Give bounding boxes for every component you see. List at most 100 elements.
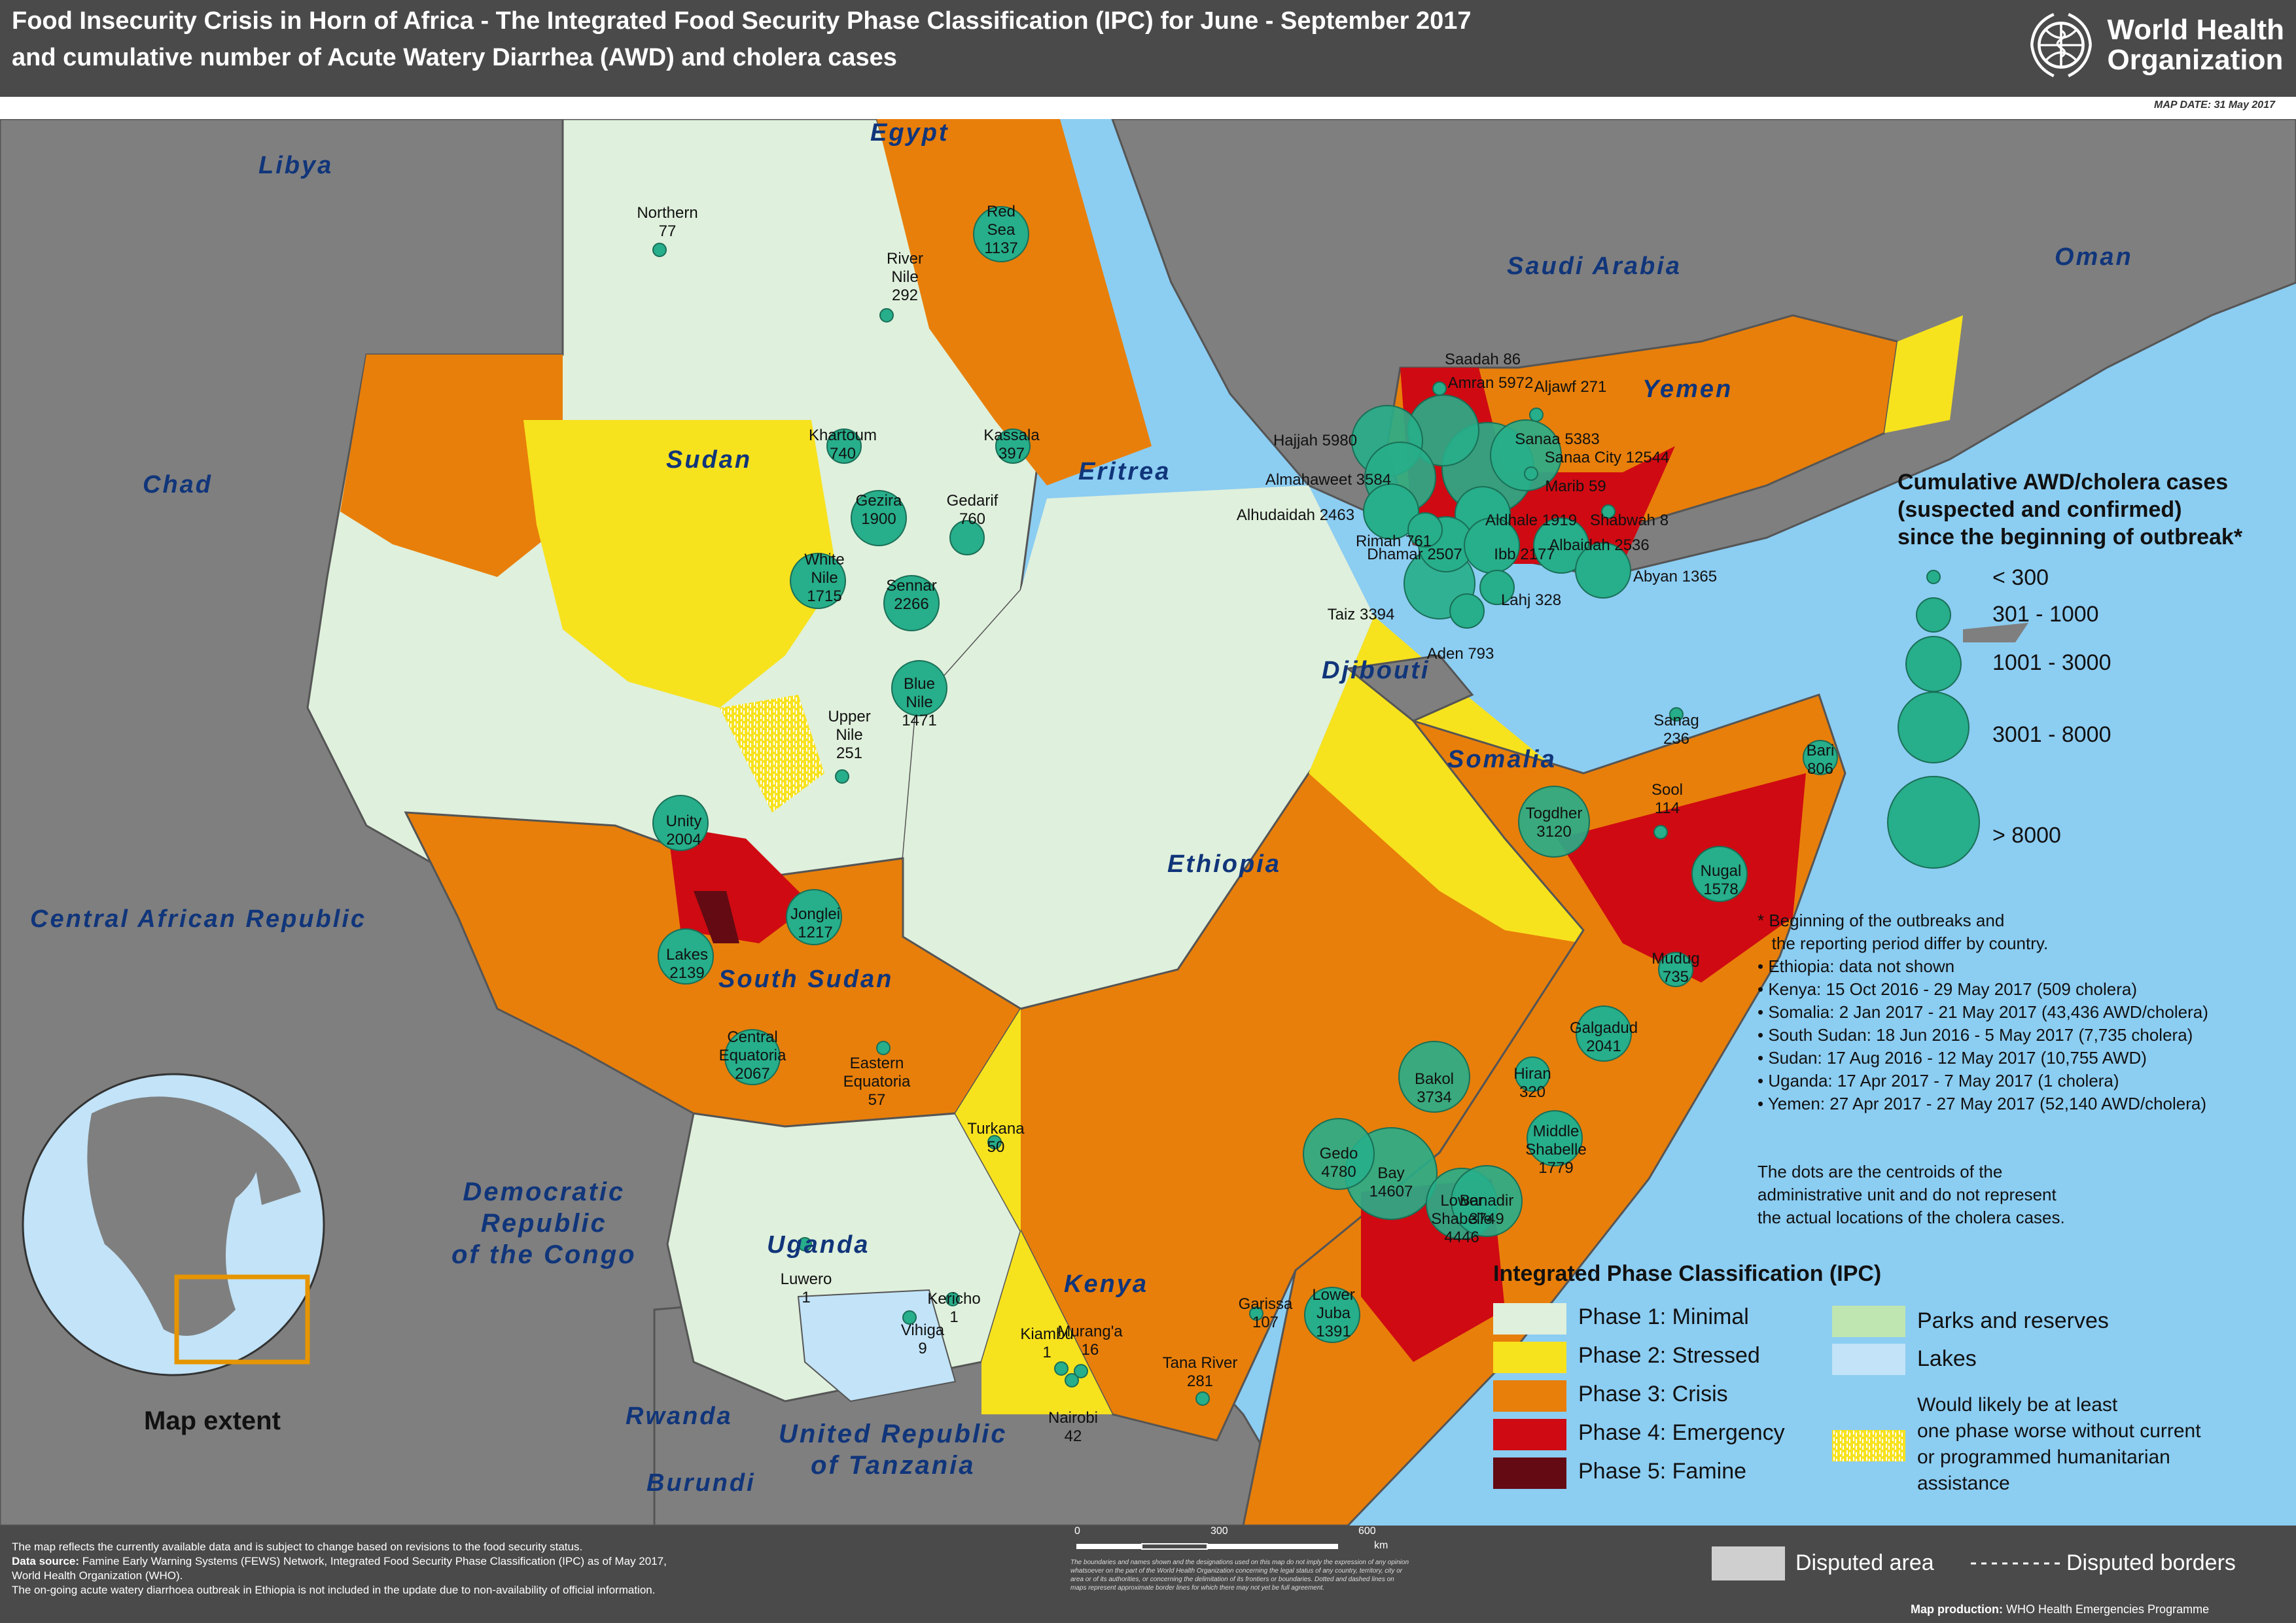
who-emblem-icon xyxy=(2030,12,2093,78)
admin-label-luwero: Luwero 1 xyxy=(780,1270,832,1306)
case-circle-gedo[interactable] xyxy=(1303,1118,1375,1190)
admin-label-bay: Bay 14607 xyxy=(1369,1164,1413,1200)
case-circle-rivernile[interactable] xyxy=(879,308,894,323)
disputed-borders-label: Disputed borders xyxy=(2066,1550,2236,1575)
case-circle-uppernile[interactable] xyxy=(835,769,849,784)
admin-label-jonglei: Jonglei 1217 xyxy=(790,905,841,941)
case-circle-middleshabelle[interactable] xyxy=(1527,1110,1583,1166)
djibouti-region xyxy=(1345,654,1474,722)
worse-label: Would likely be at least one phase worse… xyxy=(1917,1392,2201,1497)
ipc-legend-title: Integrated Phase Classification (IPC) xyxy=(1493,1261,1882,1286)
phase3-swatch xyxy=(1493,1380,1566,1412)
admin-label-togdher: Togdher 3120 xyxy=(1525,805,1583,841)
lakes-label: Lakes xyxy=(1917,1346,1977,1371)
phase4-swatch xyxy=(1493,1419,1566,1450)
case-circle-nugal[interactable] xyxy=(1691,846,1748,902)
disputed-borders-swatch xyxy=(1971,1562,2062,1565)
case-circle-aljawf[interactable] xyxy=(1529,408,1544,422)
case-circle-khartoum[interactable] xyxy=(826,428,862,464)
case-circle-abyan[interactable] xyxy=(1575,542,1631,599)
circle-legend-symbols xyxy=(1887,570,1980,869)
case-circle-rimah[interactable] xyxy=(1407,512,1443,548)
case-circle-northern[interactable] xyxy=(652,243,667,257)
case-circle-redsea[interactable] xyxy=(973,206,1029,262)
worse-label-line4: assistance xyxy=(1917,1473,2010,1494)
case-circle-vihiga[interactable] xyxy=(902,1310,917,1325)
country-label-drc: Democratic Republic of the Congo xyxy=(451,1178,637,1269)
case-circle-mudug[interactable] xyxy=(1658,952,1693,987)
case-circle-nairobi[interactable] xyxy=(1065,1373,1079,1387)
case-circle-kiambu[interactable] xyxy=(1054,1361,1069,1376)
country-label-tanzania: United Republic of Tanzania xyxy=(779,1420,1008,1480)
circle-legend-title-line1: Cumulative AWD/cholera cases xyxy=(1898,470,2229,495)
case-circle-aden[interactable] xyxy=(1449,593,1485,629)
case-circle-bakol[interactable] xyxy=(1398,1041,1470,1113)
admin-label-turkana: Turkana 50 xyxy=(967,1120,1025,1156)
oman-stressed xyxy=(1884,315,1963,433)
circle-legend-class-4: 3001 - 8000 xyxy=(1992,722,2111,747)
country-label-car: Central African Republic xyxy=(30,905,367,933)
case-circle-garissa[interactable] xyxy=(1249,1306,1263,1321)
admin-label-lowershabelle: Lower Shabelle 4446 xyxy=(1431,1192,1492,1246)
case-circle-tanariver[interactable] xyxy=(1195,1391,1210,1406)
case-circle-togdher[interactable] xyxy=(1518,786,1590,858)
admin-label-rivernile: River Nile 292 xyxy=(886,250,923,304)
admin-label-taiz: Taiz 3394 xyxy=(1327,606,1395,623)
case-circle-jonglei[interactable] xyxy=(786,889,842,945)
case-circle-muranga[interactable] xyxy=(1074,1364,1088,1378)
scale-bar-graphic xyxy=(1076,1543,1338,1550)
case-circle-alhudaidah[interactable] xyxy=(1363,483,1419,540)
case-circle-bari[interactable] xyxy=(1803,740,1838,775)
case-circle-banadir[interactable] xyxy=(1451,1165,1523,1237)
note-line: * Beginning of the outbreaks and xyxy=(1757,911,2005,930)
case-circle-gezira[interactable] xyxy=(851,490,907,546)
admin-label-dhamar: Dhamar 2507 xyxy=(1367,546,1462,563)
phase5-swatch xyxy=(1493,1457,1566,1489)
case-circle-sanag[interactable] xyxy=(1669,707,1684,722)
country-label-kenya: Kenya xyxy=(1064,1270,1149,1298)
admin-label-sanaacity: Sanaa City 12544 xyxy=(1544,449,1670,466)
case-circle-bluenile[interactable] xyxy=(891,660,947,716)
case-circle-galgadud[interactable] xyxy=(1576,1005,1632,1062)
case-circle-albaidah[interactable] xyxy=(1533,517,1589,574)
case-circle-whitenile[interactable] xyxy=(790,553,846,609)
map-area[interactable]: Libya Egypt Chad Sudan Eritrea Saudi Ara… xyxy=(0,119,2296,1526)
case-circle-lowerjuba[interactable] xyxy=(1304,1287,1360,1343)
disputed-area-swatch xyxy=(1712,1546,1785,1580)
footer-line1: The map reflects the currently available… xyxy=(12,1541,583,1553)
case-circle-kassala[interactable] xyxy=(995,428,1031,464)
admin-label-whitenile: White Nile 1715 xyxy=(804,551,845,605)
worse-label-line3: or programmed humanitarian xyxy=(1917,1446,2170,1468)
note-line: • Ethiopia: data not shown xyxy=(1757,956,1955,976)
case-circle-hiran[interactable] xyxy=(1515,1056,1550,1092)
case-circle-centraleq[interactable] xyxy=(724,1029,781,1085)
scale-tick-0: 0 xyxy=(1074,1526,1080,1537)
country-label-eritrea: Eritrea xyxy=(1078,458,1171,485)
circle-legend-class-5: > 8000 xyxy=(1992,823,2061,848)
who-logo-line2: Organization xyxy=(2107,44,2284,76)
case-circle-unity[interactable] xyxy=(652,795,709,851)
case-circle-kericho[interactable] xyxy=(945,1292,960,1306)
scale-tick-300: 300 xyxy=(1210,1526,1228,1537)
country-label-somalia: Somalia xyxy=(1447,746,1557,773)
case-circle-turkana[interactable] xyxy=(987,1135,1002,1149)
case-circle-sool[interactable] xyxy=(1653,825,1668,839)
admin-label-banadir: Banadir 3749 xyxy=(1459,1192,1514,1228)
case-circle-shabwah[interactable] xyxy=(1601,504,1616,519)
note-line: • Sudan: 17 Aug 2016 - 12 May 2017 (10,7… xyxy=(1757,1048,2147,1068)
admin-label-kassala: Kassala 397 xyxy=(983,427,1040,462)
case-circle-sennar[interactable] xyxy=(883,575,940,631)
admin-label-gedarif: Gedarif 760 xyxy=(946,492,998,528)
case-circle-gedarif[interactable] xyxy=(949,520,985,555)
case-circle-lakes[interactable] xyxy=(658,928,714,985)
disputed-area-label: Disputed area xyxy=(1795,1550,1934,1575)
case-circle-saadah[interactable] xyxy=(1432,381,1447,396)
case-circle-marib[interactable] xyxy=(1524,466,1538,481)
sudan-worse-hatch xyxy=(720,695,824,812)
case-circle-sanaa[interactable] xyxy=(1490,419,1562,491)
case-circle-lahj[interactable] xyxy=(1479,570,1515,605)
case-circle-luwero[interactable] xyxy=(798,1237,812,1251)
phase1-swatch xyxy=(1493,1303,1566,1335)
footer: The map reflects the currently available… xyxy=(0,1526,2296,1623)
case-circle-easterneq[interactable] xyxy=(876,1041,891,1055)
